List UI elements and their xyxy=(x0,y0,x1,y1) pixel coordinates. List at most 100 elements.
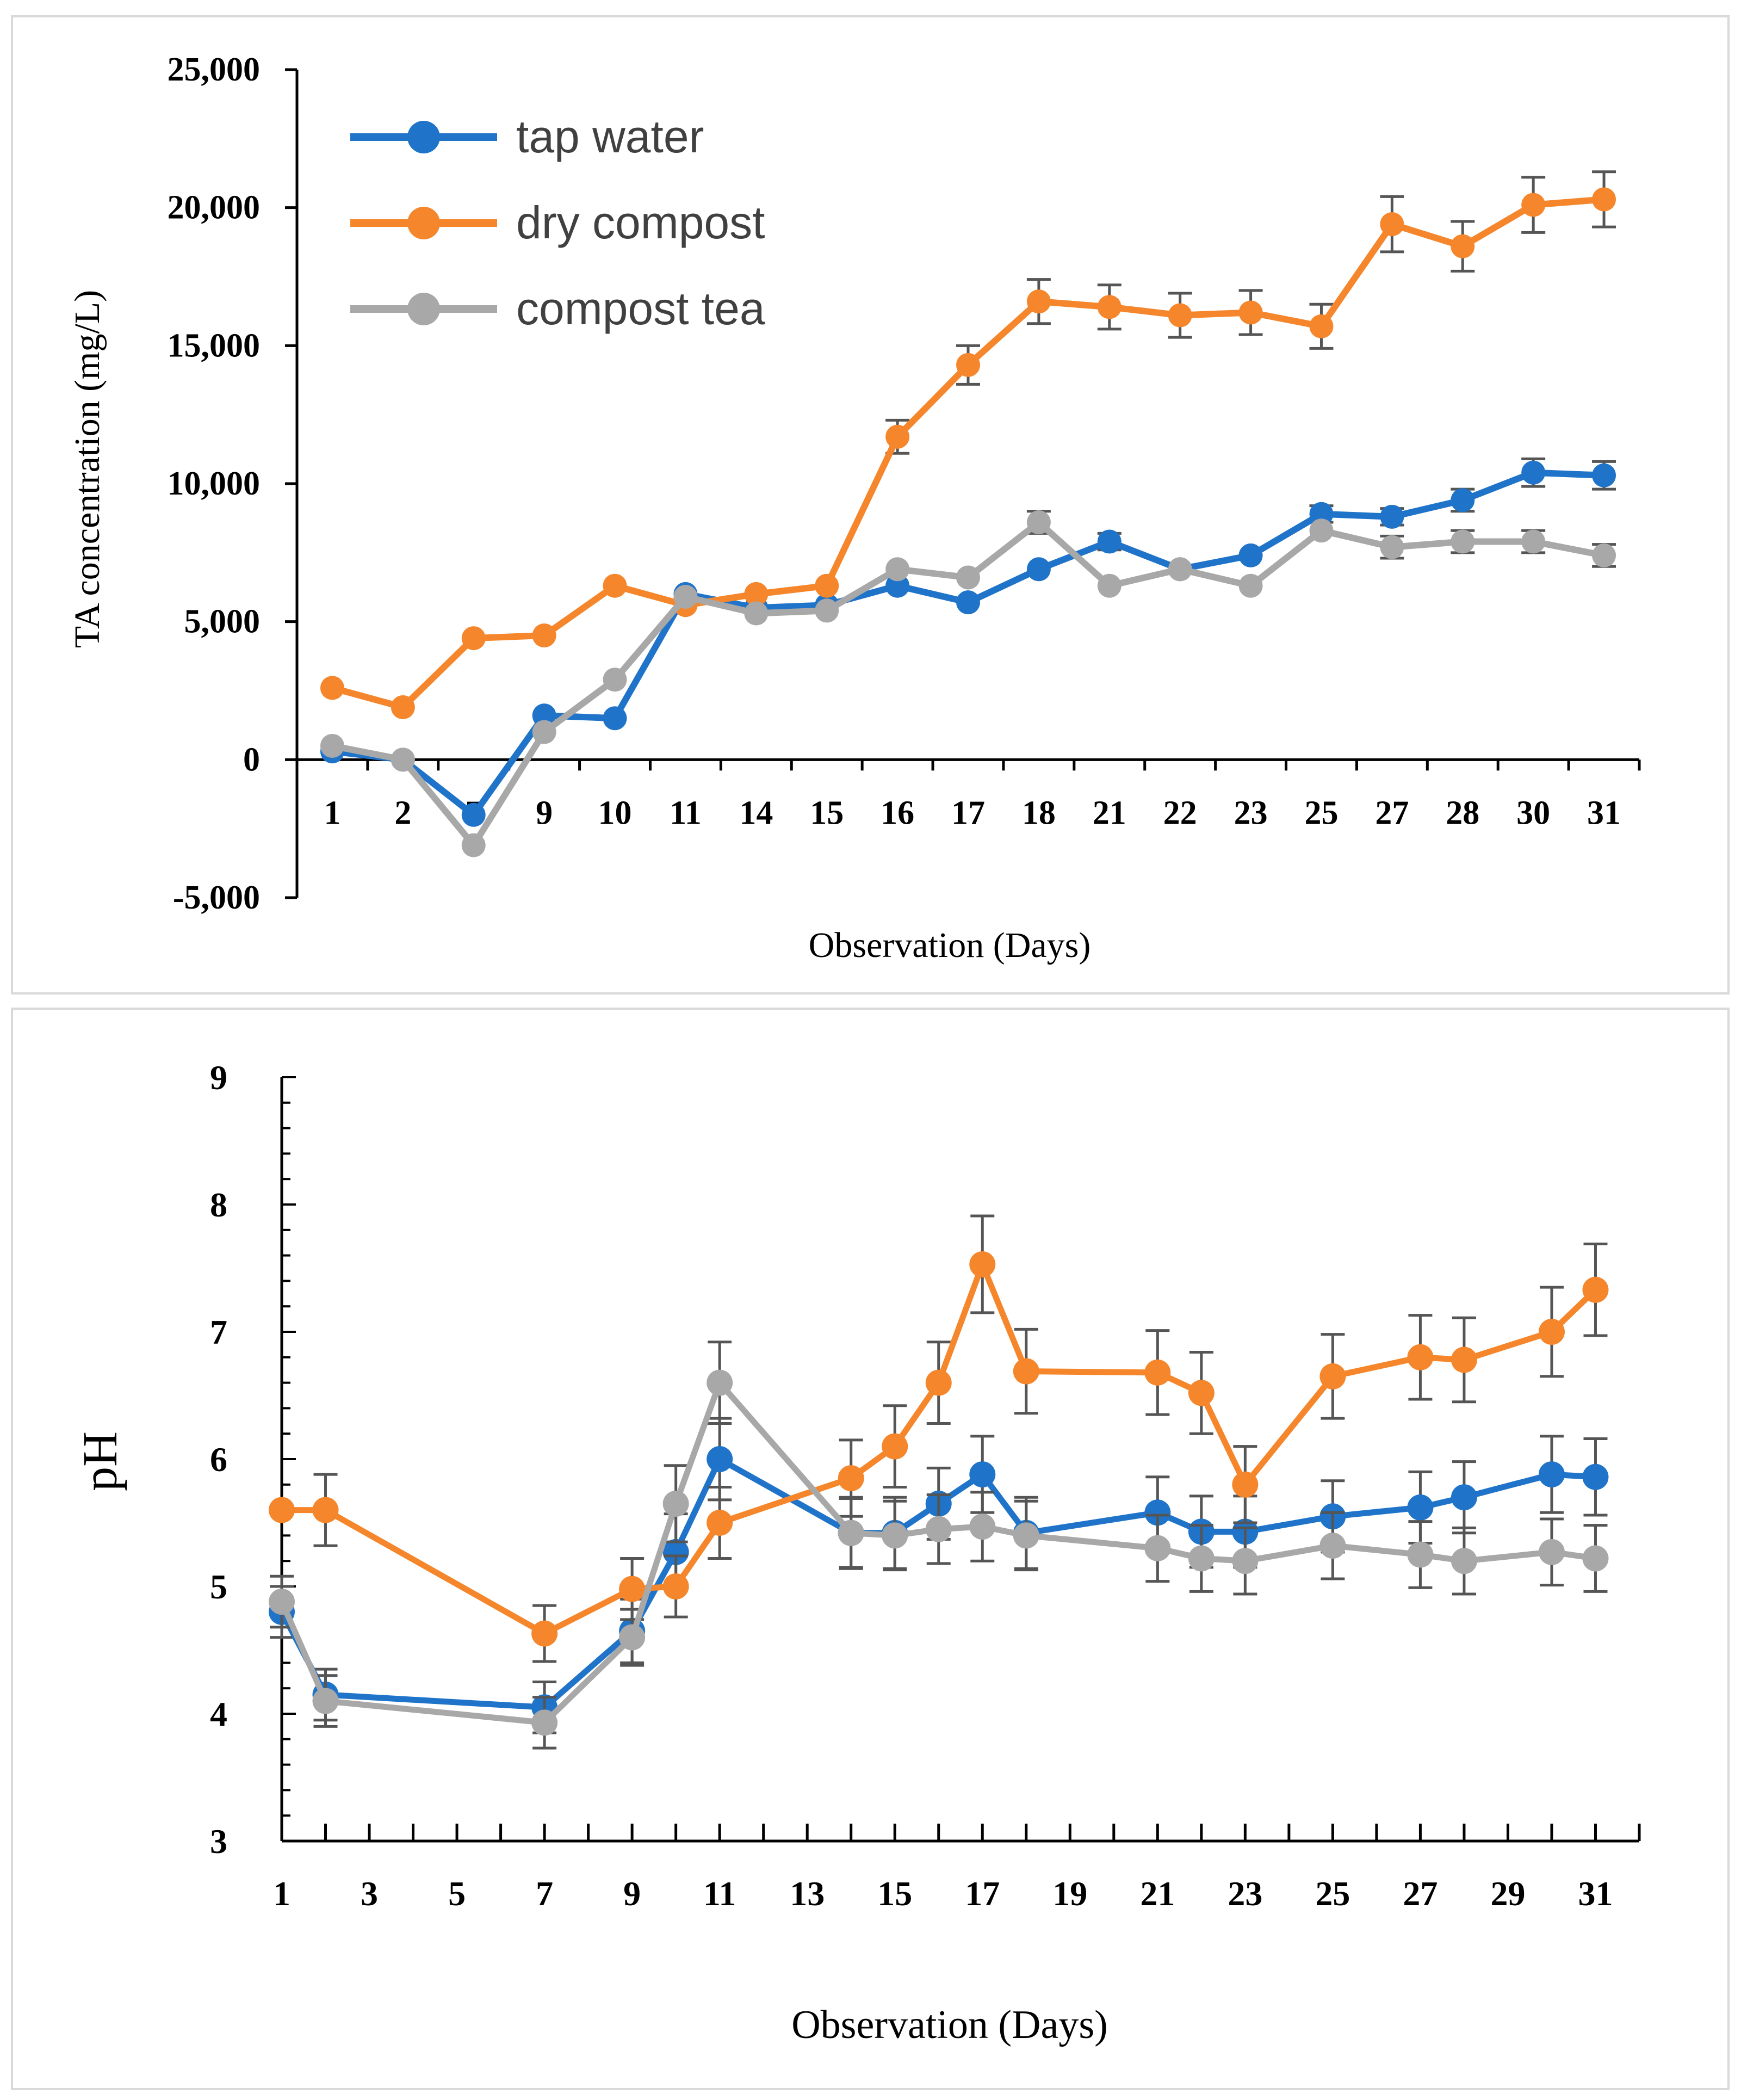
dry-compost-point xyxy=(532,623,556,648)
tap-water-point xyxy=(662,1539,689,1565)
x-tick-label: 23 xyxy=(1228,1874,1262,1913)
dry-compost-point xyxy=(1582,1276,1609,1303)
dry-compost-point xyxy=(1407,1344,1434,1370)
tap-water-point xyxy=(885,573,910,598)
compost-tea-point xyxy=(1188,1545,1215,1572)
dry-compost-point xyxy=(391,695,415,719)
legend-label-compost-tea: compost tea xyxy=(516,283,765,334)
dry-compost-point xyxy=(1026,289,1051,314)
y-axis-title: pH xyxy=(73,1431,127,1491)
dry-compost-point xyxy=(1238,300,1263,325)
compost-tea-point xyxy=(969,1514,996,1540)
compost-tea-point xyxy=(815,598,839,623)
tap-water-point xyxy=(707,1446,733,1472)
tap-water-point xyxy=(1407,1494,1434,1521)
dry-compost-series xyxy=(269,1214,1609,1663)
dry-compost-point xyxy=(1380,212,1404,237)
dry-compost-point xyxy=(1168,303,1192,328)
dry-compost-point xyxy=(707,1510,733,1536)
tap-water-point xyxy=(1582,1463,1609,1490)
dry-compost-point xyxy=(969,1251,996,1277)
dry-compost-series xyxy=(320,170,1616,719)
legend-marker-compost-tea xyxy=(407,293,440,325)
dry-compost-point xyxy=(882,1433,908,1460)
dry-compost-point xyxy=(1232,1471,1259,1498)
tap-water-point xyxy=(1238,543,1263,567)
compost-tea-point xyxy=(1451,529,1475,554)
compost-tea-point xyxy=(1309,518,1334,543)
dry-compost-point xyxy=(1538,1319,1565,1345)
x-tick-label: 21 xyxy=(1093,794,1126,831)
compost-tea-point xyxy=(885,557,910,582)
tap-water-point xyxy=(603,706,627,731)
y-tick-label: 5 xyxy=(210,1567,227,1606)
dry-compost-point xyxy=(744,582,769,606)
x-axis-title: Observation (Days) xyxy=(791,2003,1108,2047)
dry-compost-point xyxy=(662,1573,689,1599)
dry-compost-point xyxy=(1521,193,1546,217)
compost-tea-point xyxy=(925,1516,952,1542)
compost-tea-point xyxy=(1538,1539,1565,1565)
tap-water-point xyxy=(1538,1461,1565,1488)
compost-tea-point xyxy=(1521,529,1546,554)
y-tick-label: 15,000 xyxy=(168,327,261,364)
compost-tea-point xyxy=(1319,1533,1346,1559)
legend-marker-dry-compost xyxy=(407,207,440,239)
compost-tea-series xyxy=(269,1341,1609,1750)
x-tick-label: 15 xyxy=(877,1874,912,1913)
x-tick-label: 11 xyxy=(670,794,702,831)
y-tick-label: 4 xyxy=(210,1695,227,1733)
y-tick-label: 3 xyxy=(210,1822,227,1861)
x-tick-label: 27 xyxy=(1403,1874,1438,1913)
x-tick-label: 22 xyxy=(1163,794,1197,831)
x-tick-label: 2 xyxy=(394,794,411,831)
y-tick-label: 7 xyxy=(210,1313,227,1351)
tap-water-point xyxy=(1451,1484,1477,1511)
dry-compost-point xyxy=(269,1497,295,1523)
compost-tea-point xyxy=(1168,557,1192,582)
x-tick-label: 15 xyxy=(810,794,844,831)
compost-tea-point xyxy=(838,1520,864,1546)
compost-tea-point xyxy=(1097,573,1122,598)
compost-tea-point xyxy=(603,668,627,692)
tap-water-point xyxy=(956,590,980,615)
tap-water-point xyxy=(1026,557,1051,582)
x-tick-label: 25 xyxy=(1315,1874,1350,1913)
dry-compost-point xyxy=(925,1369,952,1396)
x-tick-label: 30 xyxy=(1516,794,1550,831)
dry-compost-point xyxy=(1013,1358,1039,1385)
tap-water-point xyxy=(969,1461,996,1488)
x-tick-label: 9 xyxy=(623,1874,641,1913)
compost-tea-point xyxy=(744,601,769,626)
x-tick-label: 17 xyxy=(951,794,985,831)
dry-compost-point xyxy=(603,573,627,598)
dry-compost-point xyxy=(1451,1347,1477,1373)
x-tick-label: 31 xyxy=(1587,794,1621,831)
compost-tea-series xyxy=(320,510,1616,857)
dry-compost-point xyxy=(1451,234,1475,258)
dry-compost-point xyxy=(885,424,910,449)
dry-compost-point xyxy=(1309,314,1334,338)
compost-tea-point xyxy=(1407,1541,1434,1568)
x-tick-label: 3 xyxy=(361,1874,378,1913)
tap-water-point xyxy=(461,802,486,827)
x-tick-label: 14 xyxy=(739,794,773,831)
x-tick-label: 18 xyxy=(1022,794,1056,831)
dry-compost-point xyxy=(1097,295,1122,319)
y-tick-label: 20,000 xyxy=(168,189,261,226)
x-tick-label: 31 xyxy=(1578,1874,1613,1913)
dry-compost-point xyxy=(619,1576,646,1602)
x-tick-label: 1 xyxy=(273,1874,290,1913)
compost-tea-point xyxy=(269,1589,295,1615)
compost-tea-point xyxy=(882,1522,908,1549)
x-tick-label: 17 xyxy=(965,1874,1000,1913)
x-axis-title: Observation (Days) xyxy=(809,925,1091,965)
compost-tea-point xyxy=(1013,1522,1039,1549)
x-tick-label: 25 xyxy=(1304,794,1338,831)
tap-water-point xyxy=(1592,463,1616,487)
tap-water-point xyxy=(1309,502,1334,526)
compost-tea-point xyxy=(531,1709,558,1736)
dry-compost-point xyxy=(1188,1380,1215,1406)
dry-compost-line xyxy=(331,196,1604,711)
